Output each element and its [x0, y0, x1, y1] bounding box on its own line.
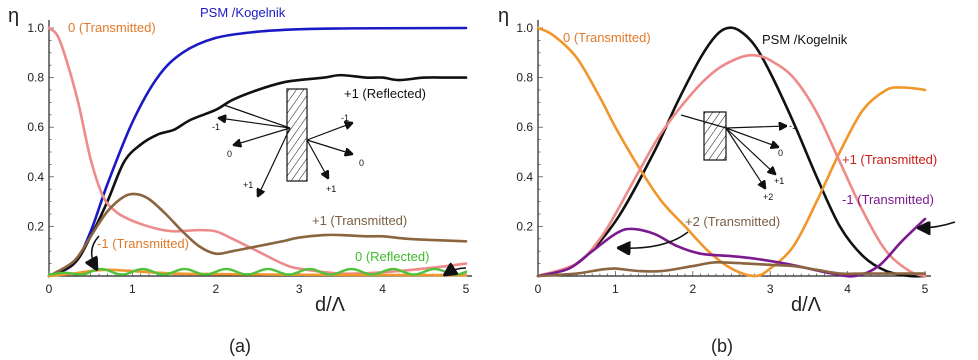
grating-rect-a: [286, 88, 308, 182]
x-axis-label-b: d/Λ: [791, 294, 822, 316]
incident-ray-a: [223, 104, 291, 129]
inset-label-b-p1: +1: [774, 176, 784, 186]
y-tick-label-b: 0.8: [516, 71, 533, 85]
label-b-psm-kogelnik: PSM /Kogelnik: [762, 32, 848, 47]
x-tick-label-a: 5: [463, 282, 470, 296]
grating-inset-a: [219, 88, 352, 196]
y-tick-label-b: 0.4: [516, 170, 533, 184]
x-tick-label-a: 3: [296, 282, 303, 296]
chart-panel-b: 0 1 2 3 4 5 0.2 0.4 0.6 0.8 1.0 η d/Λ -1 0 +1 +2 0 (…: [498, 5, 956, 356]
series-line-a-0-transmitted: [47, 26, 468, 276]
series-line-a-psm-kogelnik: [47, 26, 468, 278]
x-axis-label-a: d/Λ: [315, 294, 346, 316]
x-tick-label-b: 0: [535, 282, 542, 296]
y-tick-label-b: 0.6: [516, 120, 533, 134]
y-tick-label-a: 0.4: [27, 170, 44, 184]
axes-a: 0 1 2 3 4 5 0.2 0.4 0.6 0.8 1.0 η d/Λ: [8, 5, 472, 316]
x-tick-label-b: 5: [922, 282, 929, 296]
x-tick-label-a: 0: [46, 282, 53, 296]
series-line-b-pink: [536, 53, 927, 278]
x-tick-label-a: 1: [129, 282, 136, 296]
label-a-p1-reflected: +1 (Reflected): [344, 86, 426, 101]
panel-label-a: (a): [229, 336, 251, 356]
series-line-b-2-transmitted: [536, 260, 927, 278]
series-group-b: [536, 26, 927, 278]
y-tick-label-a: 1.0: [27, 21, 44, 35]
inset-label-b-m1: -1: [789, 121, 797, 131]
label-b-p2-transmitted: +2 (Transmitted): [685, 214, 780, 229]
grating-inset-b: [680, 111, 786, 188]
x-tick-label-b: 1: [612, 282, 619, 296]
inset-label-a-0-left: 0: [227, 149, 232, 159]
y-tick-label-a: 0.8: [27, 71, 44, 85]
x-tick-label-a: 4: [379, 282, 386, 296]
series-line-b-psm-kogelnik: [536, 26, 927, 278]
label-a-m1-transmitted: -1 (Transmitted): [97, 236, 189, 251]
label-a-0-transmitted: 0 (Transmitted): [68, 20, 156, 35]
x-tick-label-b: 3: [767, 282, 774, 296]
chart-panel-a: 0 1 2 3 4 5 0.2 0.4 0.6 0.8 1.0 η d/Λ: [8, 5, 472, 356]
series-line-b-0-transmitted: [536, 26, 927, 278]
inset-label-b-0: 0: [778, 148, 783, 158]
grating-rect-b: [703, 111, 727, 161]
callout-arrow-a-0-reflected: [446, 268, 467, 274]
inset-label-a-m1-left: -1: [212, 122, 220, 132]
y-axis-label-a: η: [8, 5, 19, 27]
panel-label-b: (b): [711, 336, 733, 356]
x-tick-label-a: 2: [212, 282, 219, 296]
series-group-a: [47, 26, 468, 278]
label-b-0-transmitted: 0 (Transmitted): [563, 30, 651, 45]
series-line-a-1-reflected: [47, 73, 468, 278]
x-tick-label-b: 4: [844, 282, 851, 296]
callout-arrow-b-p2: [620, 231, 689, 248]
callout-arrow-b-m1: [920, 222, 956, 228]
y-tick-label-a: 0.6: [27, 120, 44, 134]
y-axis-label-b: η: [498, 5, 509, 27]
label-a-p1-transmitted: +1 (Transmitted): [312, 213, 407, 228]
incident-ray-b: [680, 114, 727, 129]
label-b-m1-transmitted: -1 (Transmitted): [842, 192, 934, 207]
inset-label-a-m1-right: -1: [341, 113, 349, 123]
inset-label-a-p1-right: +1: [326, 184, 336, 194]
x-tick-label-b: 2: [689, 282, 696, 296]
inset-label-a-p1-left: +1: [243, 180, 253, 190]
y-tick-label-b: 1.0: [516, 21, 533, 35]
label-b-p1-transmitted: +1 (Transmitted): [842, 152, 937, 167]
y-tick-label-a: 0.2: [27, 219, 44, 233]
y-tick-label-b: 0.2: [516, 219, 533, 233]
series-line-a-0-reflected: [47, 267, 468, 276]
inset-label-b-p2: +2: [763, 192, 773, 202]
inset-label-a-0-right: 0: [359, 158, 364, 168]
label-a-0-reflected: 0 (Reflected): [355, 249, 429, 264]
callout-arrow-a-m1: [92, 235, 100, 268]
label-a-psm-kogelnik: PSM /Kogelnik: [200, 5, 286, 20]
series-line-a-1-transmitted: [47, 192, 468, 278]
